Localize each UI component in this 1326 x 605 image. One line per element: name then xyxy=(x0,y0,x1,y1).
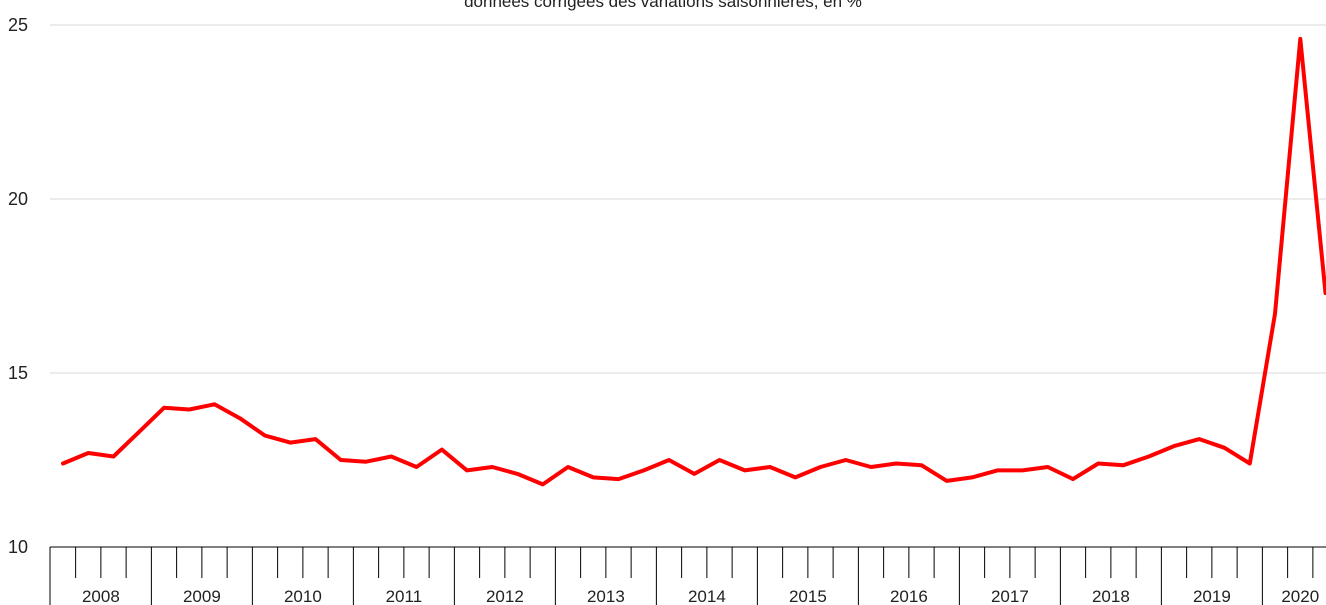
gridlines xyxy=(50,24,1326,374)
data-point xyxy=(389,454,393,459)
x-tick-label: 2015 xyxy=(789,587,827,605)
data-point xyxy=(61,461,65,466)
data-point xyxy=(465,468,469,473)
x-tick-label: 2020 xyxy=(1281,587,1319,605)
x-tick-label: 2019 xyxy=(1193,587,1231,605)
x-tick-label: 2010 xyxy=(284,587,322,605)
data-point xyxy=(541,482,545,486)
data-point xyxy=(919,463,924,467)
data-point xyxy=(187,407,191,412)
data-point xyxy=(137,430,141,434)
data-point xyxy=(566,465,570,469)
data-point xyxy=(793,475,797,479)
data-point xyxy=(1298,37,1302,41)
data-point xyxy=(894,461,898,466)
data-point xyxy=(212,402,217,406)
x-tick-label: 2014 xyxy=(688,587,726,605)
data-point xyxy=(1071,477,1075,481)
data-point xyxy=(616,477,621,481)
data-point xyxy=(1222,446,1227,450)
x-tick-label: 2018 xyxy=(1092,587,1130,605)
data-point xyxy=(692,472,696,476)
data-point xyxy=(1273,312,1277,316)
y-tick-label: 15 xyxy=(8,363,28,383)
data-point xyxy=(1046,465,1050,469)
data-point xyxy=(743,468,747,473)
data-point xyxy=(1096,461,1100,466)
data-point xyxy=(970,475,974,479)
data-point xyxy=(1020,468,1025,473)
series-layer xyxy=(61,36,1326,487)
x-tick-label: 2013 xyxy=(587,587,625,605)
data-point xyxy=(515,472,520,476)
data-point xyxy=(717,458,722,462)
data-point xyxy=(288,441,292,445)
data-point xyxy=(339,458,343,462)
x-tick-label: 2008 xyxy=(82,587,120,605)
data-point xyxy=(1248,461,1252,466)
data-point xyxy=(86,451,90,455)
y-axis-tick-labels: 10 15 20 25 xyxy=(8,15,28,557)
y-tick-label: 20 xyxy=(8,189,28,209)
data-point xyxy=(414,465,419,469)
data-point xyxy=(238,416,242,420)
data-point xyxy=(490,465,494,469)
x-tick-label: 2017 xyxy=(991,587,1029,605)
data-point xyxy=(111,454,116,459)
data-point xyxy=(1197,437,1201,441)
series-line xyxy=(61,36,1326,487)
data-point xyxy=(440,447,444,452)
data-point xyxy=(945,479,949,483)
data-point xyxy=(844,458,848,462)
data-point xyxy=(768,465,772,469)
data-point xyxy=(1323,291,1326,295)
data-point xyxy=(591,475,595,479)
chart-subtitle: données corrigées des variations saisonn… xyxy=(464,0,862,11)
data-point xyxy=(869,465,873,469)
data-point xyxy=(667,458,671,462)
data-point xyxy=(1121,463,1126,467)
data-point xyxy=(642,468,646,473)
x-tick-label: 2011 xyxy=(386,587,423,605)
x-tick-label: 2009 xyxy=(183,587,221,605)
data-point xyxy=(818,465,823,469)
x-tick-label: 2012 xyxy=(486,587,524,605)
data-point xyxy=(995,468,999,473)
data-point xyxy=(263,434,267,438)
data-point xyxy=(313,437,318,441)
data-point xyxy=(1147,454,1151,459)
x-axis: 2008 2009 2010 2011 2012 2013 2014 2015 2016 2017… xyxy=(49,546,1326,605)
y-tick-label: 25 xyxy=(8,15,28,35)
y-tick-label: 10 xyxy=(8,537,28,557)
data-point xyxy=(364,460,368,464)
x-tick-label: 2016 xyxy=(890,587,928,605)
data-point xyxy=(1172,444,1176,448)
data-point xyxy=(162,406,166,410)
